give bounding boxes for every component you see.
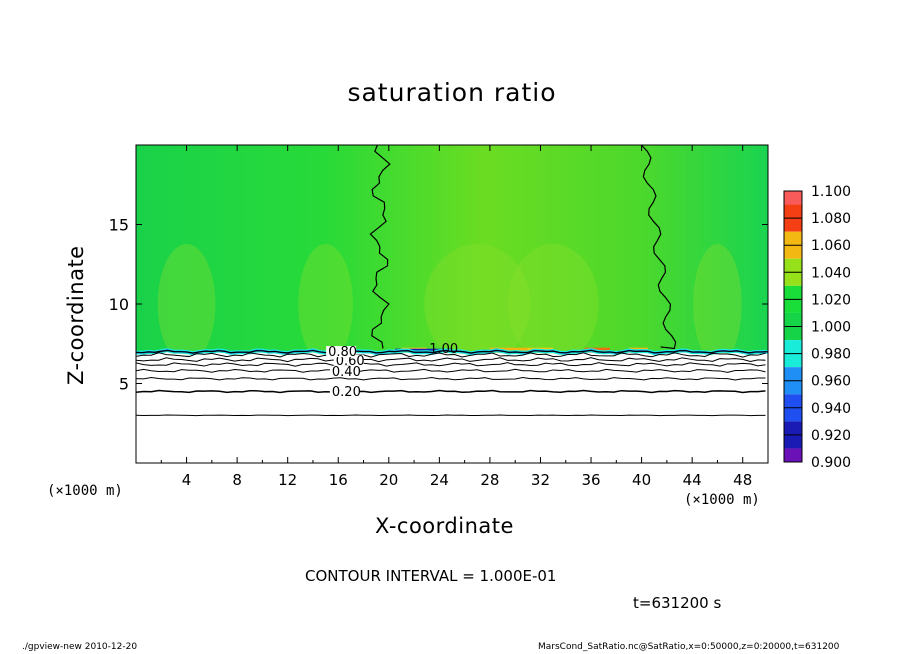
colorbar-swatch [784, 285, 802, 300]
colorbar: 0.900 0.920 0.940 0.960 0.980 1.000 1.020 1.040… [783, 184, 851, 471]
plume-highlight [298, 244, 353, 364]
colorbar-label: 0.900 [811, 455, 851, 471]
colorbar-label: 1.040 [811, 265, 851, 281]
undersaturated-patch [395, 348, 452, 352]
supersaturated-field [136, 145, 768, 352]
colorbar-swatch [784, 299, 802, 313]
colorbar-swatch [784, 245, 802, 259]
contour-interval-note: CONTOUR INTERVAL = 1.000E-01 [305, 567, 557, 585]
y-tick-label: 10 [109, 295, 129, 314]
x-axis-label: X-coordinate [375, 514, 514, 538]
colorbar-swatch [784, 326, 802, 341]
plume-highlight [507, 244, 599, 364]
colorbar-label: 0.920 [811, 428, 851, 444]
colorbar-swatch [784, 421, 802, 435]
contour-line [136, 357, 766, 363]
colorbar-swatch [784, 353, 802, 368]
contour-label: 0.20 [332, 385, 361, 400]
colorbar-swatch [784, 218, 802, 232]
footer-data-source: MarsCond_SatRatio.nc@SatRatio,x=0:50000,… [538, 642, 840, 652]
colorbar-label: 1.080 [811, 211, 851, 227]
contour-label: 0.60 [336, 354, 365, 369]
y-tick-label: 15 [109, 216, 129, 235]
plume-highlight [693, 244, 742, 364]
x-unit-label-left: (×1000 m) [47, 483, 123, 499]
colorbar-label: 0.940 [811, 401, 851, 417]
contour-line [136, 368, 766, 373]
plot-area: 0.20 0.400.600.80 1.00 [136, 145, 768, 463]
x-tick-label: 28 [480, 471, 499, 489]
contour-label-bg [329, 385, 360, 397]
colorbar-swatch [784, 272, 802, 286]
colorbar-label: 0.980 [811, 347, 851, 363]
x-unit-label-right: (×1000 m) [684, 492, 760, 508]
colorbar-swatch [784, 258, 802, 273]
y-tick-label: 5 [119, 375, 129, 394]
colorbar-label: 1.000 [811, 320, 851, 336]
x-tick-label: 48 [733, 471, 752, 489]
colorbar-swatch [784, 448, 802, 462]
colorbar-swatch [784, 191, 802, 205]
x-tick-label: 40 [632, 471, 651, 489]
x-tick-label: 32 [531, 471, 550, 489]
contour-label: 1.00 [429, 342, 458, 357]
colorbar-swatch [784, 380, 802, 395]
colorbar-swatch [784, 231, 802, 246]
unsaturated-region [136, 352, 768, 463]
footer-program-date: ./gpview-new 2010-12-20 [22, 642, 138, 652]
x-tick-label: 16 [329, 471, 348, 489]
colorbar-swatch [784, 407, 802, 422]
time-stamp: t=631200 s [633, 594, 722, 612]
colorbar-swatch [784, 204, 802, 219]
x-tick-label: 36 [581, 471, 600, 489]
contour-line-1-00 [136, 349, 768, 354]
supersaturation-peak [489, 347, 528, 353]
colorbar-label: 0.960 [811, 374, 851, 390]
x-tick-label: 20 [379, 471, 398, 489]
colorbar-swatch [784, 367, 802, 381]
colorbar-swatch [784, 340, 802, 354]
contour-label-bg [326, 346, 357, 358]
contour-label-bg [329, 365, 360, 377]
contour-line [136, 362, 766, 367]
x-tick-label: 8 [232, 471, 242, 489]
contour-label: 0.40 [332, 365, 361, 380]
contour-label-bg [333, 354, 364, 366]
plume-highlight [157, 244, 216, 364]
colorbar-label: 1.060 [811, 238, 851, 254]
contour-1-00-right [640, 145, 677, 350]
colorbar-swatch [784, 434, 802, 449]
colorbar-swatch [784, 312, 802, 327]
contour-1-00-left [369, 145, 391, 349]
contour-line [136, 352, 766, 358]
x-tick-label: 4 [182, 471, 192, 489]
x-tick-label: 12 [278, 471, 297, 489]
contour-line [136, 389, 766, 394]
contour-line [136, 376, 766, 381]
colorbar-swatch [784, 394, 802, 408]
x-tick-label: 24 [430, 471, 449, 489]
colorbar-label: 1.020 [811, 292, 851, 308]
colorbar-label: 1.100 [811, 184, 851, 200]
y-axis-label: Z-coordinate [64, 245, 88, 385]
plume-highlight [424, 244, 531, 364]
contour-label: 0.80 [328, 345, 357, 360]
chart-title: saturation ratio [347, 78, 557, 107]
x-tick-label: 44 [683, 471, 702, 489]
contour-line [136, 414, 766, 417]
